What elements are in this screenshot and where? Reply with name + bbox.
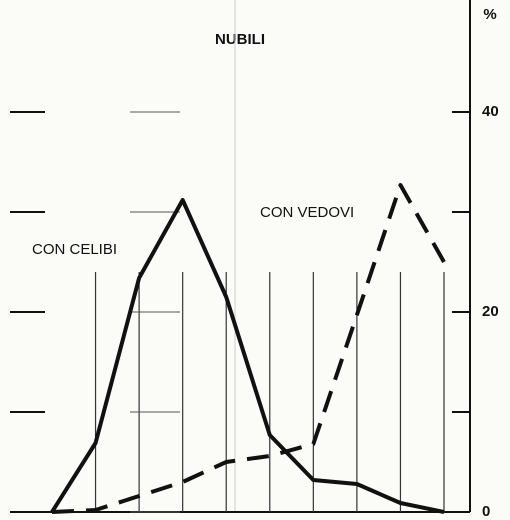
y-tick-label: 40 <box>482 103 499 120</box>
chart-title: NUBILI <box>215 31 265 48</box>
y-tick-label: 0 <box>482 503 490 520</box>
line-series <box>50 198 445 514</box>
series-label: CON VEDOVI <box>260 204 354 221</box>
y-tick-label: 20 <box>482 303 499 320</box>
series-label: CON CELIBI <box>32 241 117 258</box>
y-axis-label: % <box>483 6 496 23</box>
line-series <box>51 183 446 514</box>
